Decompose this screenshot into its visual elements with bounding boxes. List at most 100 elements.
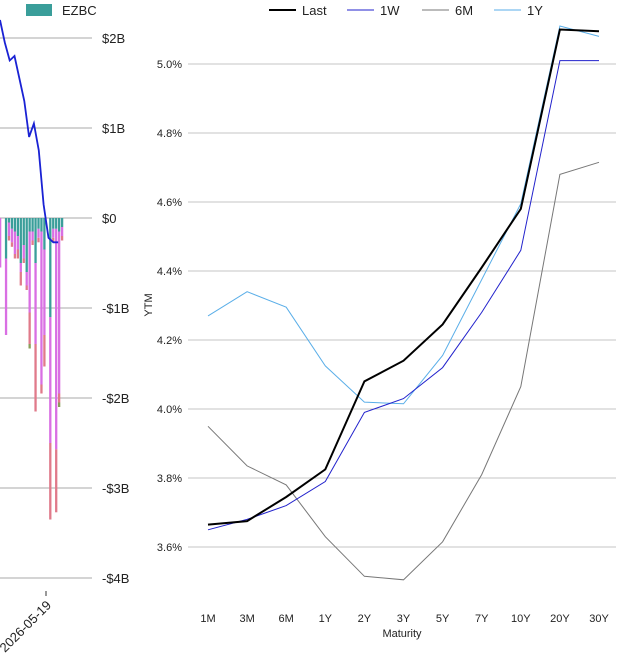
flow-bar-segment [52, 237, 55, 243]
x-tick-label: 20Y [550, 613, 570, 625]
x-tick-label: 6M [279, 613, 294, 625]
flow-bar-segment [4, 258, 8, 335]
y-tick-label: 3.8% [157, 473, 182, 485]
flow-bar-segment [0, 218, 2, 268]
flow-bar-segment [25, 218, 28, 272]
flow-bar-segment [16, 249, 19, 259]
flow-bar-segment [31, 240, 34, 245]
series-line-6m [207, 161, 600, 581]
flow-bar-segment [49, 317, 52, 443]
cumulative-flow-line [0, 19, 59, 244]
x-axis-label: Maturity [382, 628, 422, 640]
flow-bar-segment [43, 335, 46, 367]
flow-bar-segment [19, 218, 22, 263]
flow-bar-segment [4, 218, 8, 259]
flow-bar-segment [34, 218, 37, 263]
x-tick-label: 3M [239, 613, 254, 625]
flow-bar-segment [52, 228, 55, 238]
flow-bar-segment [31, 231, 34, 241]
legend-label-ezbc: EZBC [62, 3, 97, 18]
flow-bar-segment [22, 245, 25, 259]
y-tick-label: 4.6% [157, 197, 182, 209]
y-tick-label: 3.6% [157, 542, 182, 554]
flow-bar-segment [10, 218, 14, 229]
y-tick-label: -$4B [102, 571, 129, 586]
flow-bar-segment [28, 344, 31, 349]
flow-bar-segment [49, 218, 52, 317]
x-tick-label: 1M [200, 613, 215, 625]
flows-chart: $2B $1B $0 -$1B -$2B -$3B -$4B 2026-05-19 EZBC [0, 3, 129, 655]
flow-bar-segment [55, 228, 58, 450]
flow-bar-segment [60, 227, 64, 236]
x-tick-label: 10Y [511, 613, 531, 625]
y-axis-label: YTM [143, 293, 155, 316]
flow-bar-segment [60, 236, 64, 241]
flow-bar-segment [19, 272, 22, 286]
y-tick-label: $1B [102, 121, 125, 136]
y-tick-label: $2B [102, 31, 125, 46]
legend-label-1y: 1Y [527, 3, 543, 18]
x-tick-label: 5Y [436, 613, 450, 625]
flow-bar-segment [60, 218, 64, 227]
flow-bar-segment [43, 249, 46, 335]
flow-bar-segment [10, 242, 14, 247]
flow-bar-segment [34, 263, 37, 344]
x-tick-label: 2026-05-19 [0, 598, 54, 656]
flow-bar-segment [52, 218, 55, 229]
flow-bar-segment [22, 218, 25, 245]
flow-bar-segment [40, 384, 43, 394]
x-tick-label: 2Y [358, 613, 372, 625]
flow-bar-segment [34, 344, 37, 412]
flow-bar-segment [13, 218, 17, 232]
y-tick-label: -$2B [102, 391, 129, 406]
x-tick-label: 3Y [397, 613, 411, 625]
flow-bar-segment [55, 218, 58, 229]
y-tick-label: $0 [102, 211, 116, 226]
flow-bar-segment [49, 443, 52, 520]
series-line-1y [207, 25, 600, 405]
y-tick-label: 4.8% [157, 128, 182, 140]
flow-bar-segment [58, 231, 61, 394]
legend-swatch-ezbc [26, 4, 52, 16]
flow-bar-segment [13, 231, 17, 254]
y-tick-label: 5.0% [157, 59, 182, 71]
flow-bar-segment [25, 285, 28, 290]
yield-curve-chart: 3.6% 3.8% 4.0% 4.2% 4.4% 4.6% 4.8% 5.0% 1M 3M 6M 1Y… [143, 3, 616, 640]
flow-bar-segment [28, 218, 31, 232]
flow-bar-segment [10, 228, 14, 243]
flow-bar-segment [37, 237, 40, 243]
flow-bar-segment [31, 218, 34, 232]
flow-bar-segment [16, 218, 19, 236]
flow-bar-segment [55, 449, 58, 513]
flow-bar-segment [16, 236, 19, 250]
flow-bar-segment [58, 402, 61, 407]
x-tick-label: 7Y [475, 613, 489, 625]
flow-bar-segment [58, 393, 61, 403]
flow-bar-segment [7, 236, 11, 241]
legend-label-1w: 1W [380, 3, 400, 18]
series-line-1w [207, 60, 599, 531]
legend-label-6m: 6M [455, 3, 473, 18]
flow-bar-segment [37, 218, 40, 229]
flow-bar-segment [43, 218, 46, 250]
x-tick-label: 30Y [589, 613, 609, 625]
y-tick-label: -$3B [102, 481, 129, 496]
flow-bar-segment [40, 218, 43, 232]
y-tick-label: 4.4% [157, 266, 182, 278]
legend-label-last: Last [302, 3, 327, 18]
y-tick-label: -$1B [102, 301, 129, 316]
y-tick-label: 4.2% [157, 335, 182, 347]
series-line-last [207, 28, 600, 526]
flow-bar-segment [37, 228, 40, 238]
flow-bar-segment [25, 272, 28, 286]
flow-bar-segment [7, 218, 11, 223]
flow-bar-segment [13, 254, 17, 259]
flow-bar-segment [40, 231, 43, 385]
flow-bar-segment [22, 258, 25, 263]
y-tick-label: 4.0% [157, 404, 182, 416]
flow-bar-segment [7, 222, 11, 236]
flow-bar-segment [28, 312, 31, 344]
flow-bar-segment [28, 231, 31, 313]
flow-bar-segment [58, 218, 61, 232]
